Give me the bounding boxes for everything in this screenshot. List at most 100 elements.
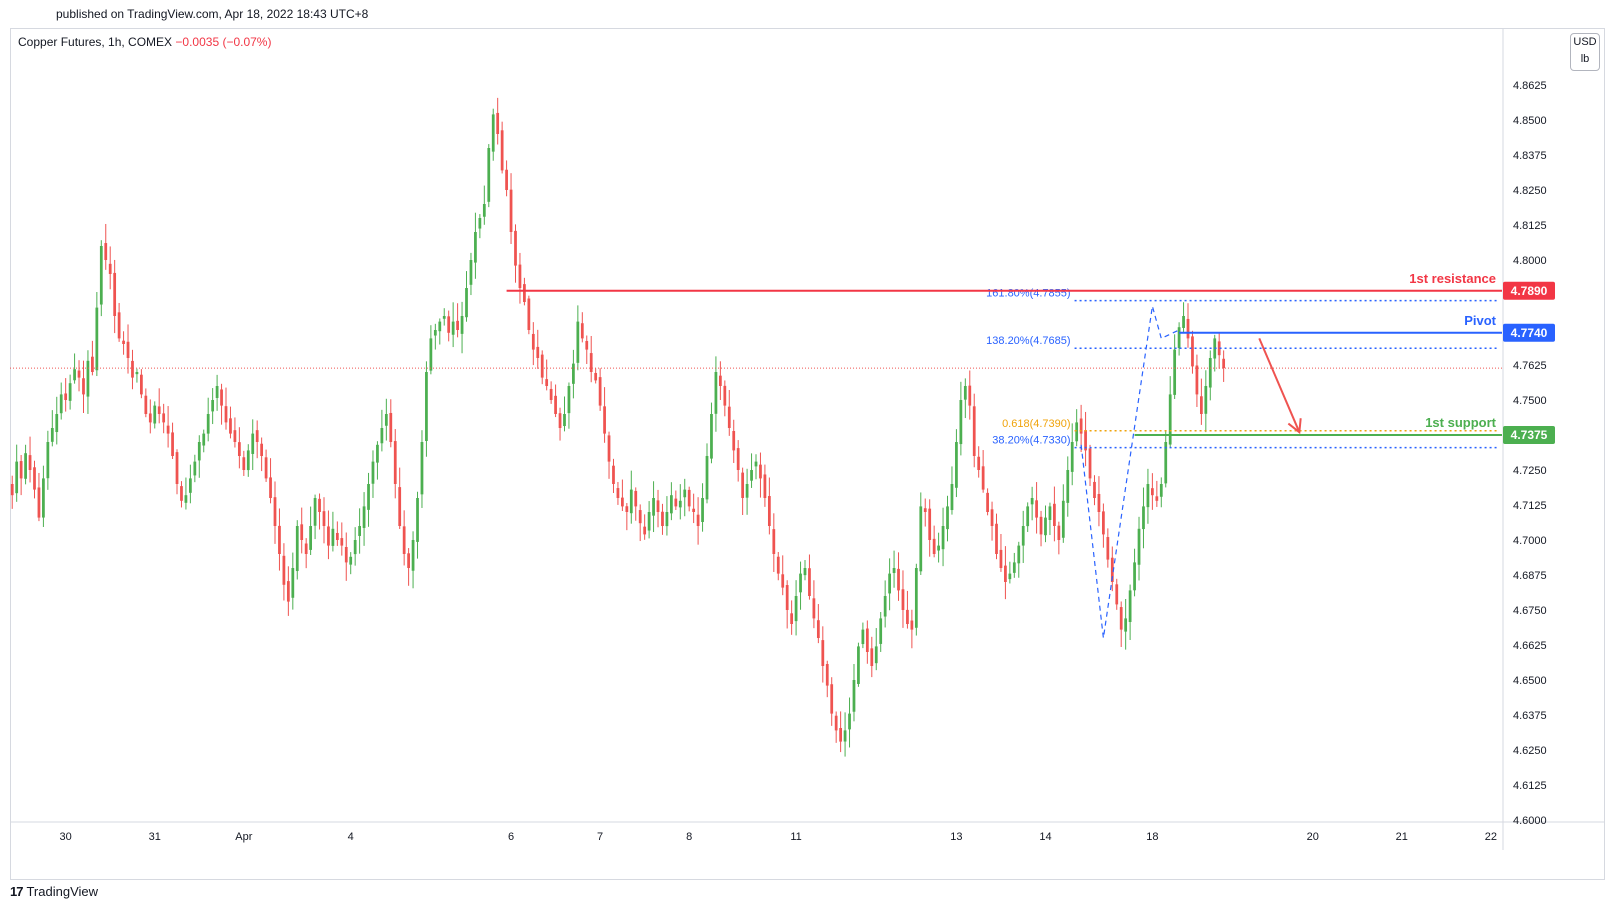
candle — [1195, 354, 1199, 408]
candle-body — [1057, 525, 1061, 540]
candle-body — [309, 526, 313, 550]
candle-body — [269, 477, 272, 498]
candle — [197, 435, 201, 478]
candle-body — [669, 495, 673, 514]
candle-body — [420, 442, 424, 495]
candle-body — [874, 646, 878, 664]
candle — [1030, 486, 1034, 521]
y-tick-label: 4.8000 — [1513, 255, 1547, 267]
candle-body — [861, 629, 865, 645]
candle-body — [327, 526, 330, 546]
y-tick-label: 4.6625 — [1513, 640, 1547, 652]
candle — [910, 609, 914, 649]
candle-body — [741, 472, 745, 498]
candle-body — [220, 389, 223, 406]
candle-body — [425, 372, 428, 442]
candle — [24, 444, 27, 485]
candle-body — [1039, 516, 1043, 535]
candle — [237, 427, 241, 469]
candle — [1057, 521, 1061, 555]
candle-body — [843, 730, 847, 742]
candle — [750, 453, 753, 488]
candle-body — [759, 464, 762, 479]
candle — [865, 620, 869, 664]
candle — [692, 493, 696, 524]
candle — [433, 323, 437, 350]
candle-body — [767, 496, 771, 526]
candle-body — [701, 498, 704, 522]
candle-body — [514, 230, 517, 266]
candle — [1222, 350, 1226, 382]
candle — [990, 501, 994, 541]
candle — [407, 548, 410, 586]
candle-body — [224, 406, 228, 423]
candle-body — [1164, 442, 1168, 484]
candle-body — [246, 450, 250, 471]
candle — [264, 449, 268, 482]
candle — [309, 506, 313, 555]
candle — [384, 398, 388, 441]
x-tick-label: 21 — [1396, 831, 1408, 843]
candle — [402, 510, 406, 566]
candle — [380, 409, 384, 452]
candle — [799, 561, 802, 610]
candle — [135, 368, 139, 383]
candle-body — [540, 354, 544, 378]
candle — [193, 454, 197, 483]
candle-body — [10, 484, 14, 496]
candle — [358, 508, 361, 554]
candle — [140, 369, 143, 399]
candle-body — [919, 506, 923, 572]
candle — [1128, 584, 1132, 641]
candle — [1053, 486, 1056, 542]
candle-body — [839, 727, 843, 742]
price-tag-text: 4.7740 — [1511, 326, 1548, 340]
y-tick-label: 4.8625 — [1513, 80, 1547, 92]
candle — [1182, 302, 1185, 334]
candle — [50, 410, 54, 447]
candle-body — [607, 435, 611, 462]
candle-body — [349, 556, 353, 565]
price-tag — [1503, 281, 1555, 300]
candle-body — [264, 457, 268, 479]
candle-body — [834, 715, 838, 731]
candle-body — [313, 498, 317, 526]
candle — [861, 622, 865, 649]
candle-body — [389, 412, 393, 442]
candle — [82, 360, 85, 414]
candle-body — [883, 596, 887, 617]
candle — [732, 419, 736, 463]
candle — [883, 580, 887, 628]
candle-body — [1222, 358, 1226, 369]
level-label: 1st resistance — [1409, 271, 1496, 286]
candle-body — [1177, 327, 1181, 348]
candle-body — [322, 511, 326, 526]
candle — [968, 370, 972, 420]
y-tick-label: 4.7000 — [1513, 535, 1547, 547]
candle — [278, 508, 281, 571]
candle — [99, 240, 103, 317]
candle — [371, 450, 375, 498]
price-tag-text: 4.7890 — [1511, 284, 1548, 298]
candle — [416, 491, 419, 559]
candle — [941, 507, 945, 567]
candle-body — [977, 456, 981, 470]
candle — [834, 711, 838, 743]
candle-body — [1204, 386, 1208, 414]
candle-body — [1199, 396, 1203, 414]
candle-body — [64, 393, 68, 400]
candle-body — [300, 524, 304, 540]
candle — [255, 420, 259, 459]
candle-body — [460, 316, 464, 334]
candle-body — [563, 414, 566, 427]
candle — [33, 460, 36, 499]
candle-body — [906, 609, 909, 624]
candle — [563, 396, 566, 432]
candle — [790, 600, 794, 635]
tradingview-logo-icon: 17 — [10, 884, 24, 899]
candle-body — [718, 375, 722, 386]
x-tick-label: 11 — [790, 831, 801, 843]
currency-unit-selector[interactable]: USD lb — [1570, 33, 1600, 71]
candle — [1102, 503, 1105, 548]
